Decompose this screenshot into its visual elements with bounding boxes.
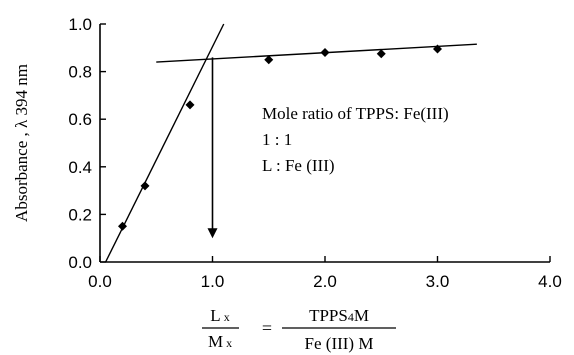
x-ticks: 0.0 1.0 2.0 3.0 4.0 (88, 256, 562, 291)
formula-right-numerator: TPPS4M (309, 306, 369, 325)
fit-lines (104, 23, 477, 263)
data-point (264, 55, 274, 65)
data-point (140, 181, 150, 191)
y-ticks: 0.0 0.2 0.4 0.6 0.8 1.0 (68, 15, 106, 272)
annotation-line-1: Mole ratio of TPPS: Fe(III) (262, 104, 449, 123)
x-tick-label: 3.0 (426, 272, 450, 291)
data-point (118, 221, 127, 231)
annotation: Mole ratio of TPPS: Fe(III) 1 : 1 L : Fe… (262, 104, 449, 175)
stoichiometry-arrow (207, 57, 218, 239)
arrow-head (207, 228, 218, 239)
data-points (118, 44, 442, 231)
annotation-line-3: L : Fe (III) (262, 156, 335, 175)
y-tick-label: 0.8 (68, 63, 92, 82)
formula-left-den-main: M (208, 332, 223, 351)
x-tick-label: 2.0 (313, 272, 337, 291)
data-point (376, 49, 386, 59)
y-tick-label: 0.0 (68, 253, 92, 272)
fit-line-2 (156, 43, 477, 63)
y-tick-label: 0.4 (68, 158, 92, 177)
data-point (320, 48, 330, 58)
fit-line-1 (104, 23, 225, 263)
formula-right-denominator: Fe (III) M (305, 334, 374, 353)
y-tick-label: 1.0 (68, 15, 92, 34)
formula-right-num-a: TPPS (309, 306, 348, 325)
x-tick-label: 1.0 (201, 272, 225, 291)
x-tick-label: 0.0 (88, 272, 112, 291)
annotation-line-2: 1 : 1 (262, 130, 292, 149)
formula-right-num-b: M (354, 306, 369, 325)
formula-left-num-main: L (210, 306, 220, 325)
formula-left-den-sub: x (226, 336, 232, 350)
data-point (185, 100, 195, 110)
formula-left-num-sub: x (224, 310, 230, 324)
x-tick-label: 4.0 (538, 272, 562, 291)
y-axis-label: Absorbance , λ 394 nm (12, 64, 31, 222)
formula-equals: = (262, 318, 272, 338)
y-tick-label: 0.2 (68, 205, 92, 224)
y-tick-label: 0.6 (68, 110, 92, 129)
data-point (433, 44, 442, 54)
formula-right-num-sub: 4 (348, 310, 354, 324)
